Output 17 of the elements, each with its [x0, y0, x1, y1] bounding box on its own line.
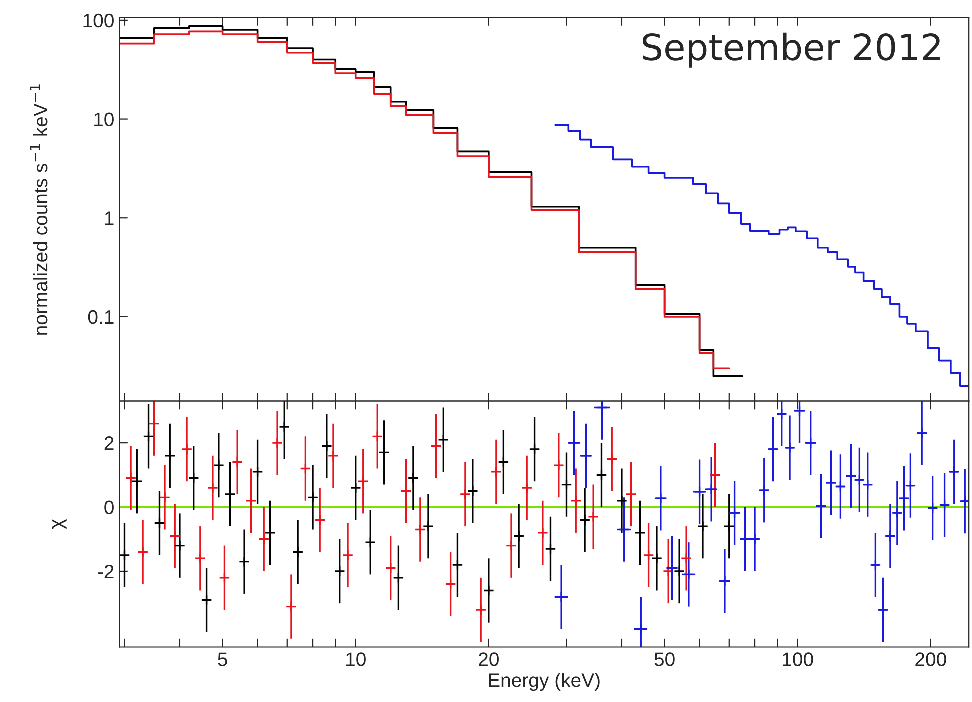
x-tick-label: 200 — [916, 652, 946, 666]
x-tick-label: 50 — [654, 652, 675, 666]
y-tick-label: -2 — [98, 564, 114, 579]
x-tick-label: 10 — [346, 652, 366, 666]
y-axis-title: normalized counts s$^{−1}$ keV$^{−1}$ — [30, 84, 48, 335]
x-axis-title: Energy (keV) — [489, 673, 600, 692]
y-tick-label: 10 — [94, 112, 114, 127]
x-tick-label: 5 — [218, 652, 228, 666]
y-tick-label: 100 — [84, 14, 114, 28]
x-tick-label: 100 — [783, 652, 814, 666]
y-tick-label: 2 — [104, 436, 114, 450]
y-axis-title: χ — [52, 519, 67, 530]
y-tick-label: 0.1 — [88, 310, 114, 324]
x-tick-label: 20 — [479, 652, 499, 666]
y-tick-label: 1 — [105, 212, 114, 226]
y-tick-label: 0 — [104, 500, 114, 515]
annotation: September 2012 — [642, 32, 940, 68]
